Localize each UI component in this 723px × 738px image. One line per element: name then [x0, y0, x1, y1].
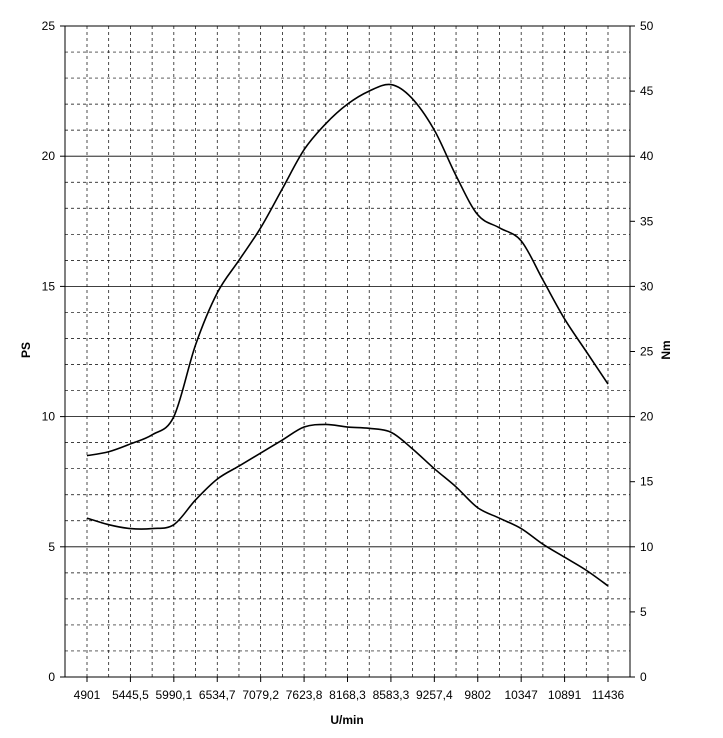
y-right-tick-label: 50	[640, 19, 654, 33]
series-line-ps	[86, 423, 609, 587]
x-tick-label: 5445,5	[112, 688, 149, 702]
y-left-tick-label: 20	[42, 149, 56, 163]
axes	[60, 25, 635, 682]
x-tick-label: 7623,8	[286, 688, 323, 702]
x-tick-label: 4901	[74, 688, 101, 702]
x-tick-label: 5990,1	[155, 688, 192, 702]
y-right-tick-label: 25	[640, 345, 654, 359]
x-tick-label: 8583,3	[373, 688, 410, 702]
y-right-tick-label: 35	[640, 214, 654, 228]
y-left-tick-label: 25	[42, 19, 56, 33]
y-left-tick-label: 5	[48, 540, 55, 554]
x-tick-label: 8168,3	[329, 688, 366, 702]
y-axis-right-title: Nm	[659, 340, 673, 359]
y-left-tick-label: 10	[42, 410, 56, 424]
y-right-tick-label: 30	[640, 279, 654, 293]
x-axis-title: U/min	[330, 713, 363, 727]
x-tick-label: 11436	[592, 688, 625, 702]
y-right-tick-label: 5	[640, 605, 647, 619]
x-tick-label: 9802	[464, 688, 491, 702]
y-left-tick-label: 0	[48, 670, 55, 684]
y-left-tick-label: 15	[42, 279, 56, 293]
y-right-tick-label: 15	[640, 475, 654, 489]
x-tick-label: 9257,4	[416, 688, 453, 702]
x-tick-label: 10347	[504, 688, 538, 702]
x-tick-label: 10891	[548, 688, 582, 702]
series-line-nm	[86, 83, 609, 457]
y-right-tick-label: 45	[640, 84, 654, 98]
x-tick-label: 7079,2	[242, 688, 279, 702]
series-lines	[86, 83, 609, 587]
tick-labels: 0 5 10 15 20 25 0 5 10 15 20 25 30 35 40 45 50 4901 5445,5…	[42, 19, 654, 702]
y-right-tick-label: 40	[640, 149, 654, 163]
y-right-tick-label: 0	[640, 670, 647, 684]
y-axis-left-title: PS	[19, 342, 33, 358]
y-right-tick-label: 10	[640, 540, 654, 554]
y-right-tick-label: 20	[640, 410, 654, 424]
x-tick-label: 6534,7	[199, 688, 236, 702]
grid	[65, 26, 630, 677]
